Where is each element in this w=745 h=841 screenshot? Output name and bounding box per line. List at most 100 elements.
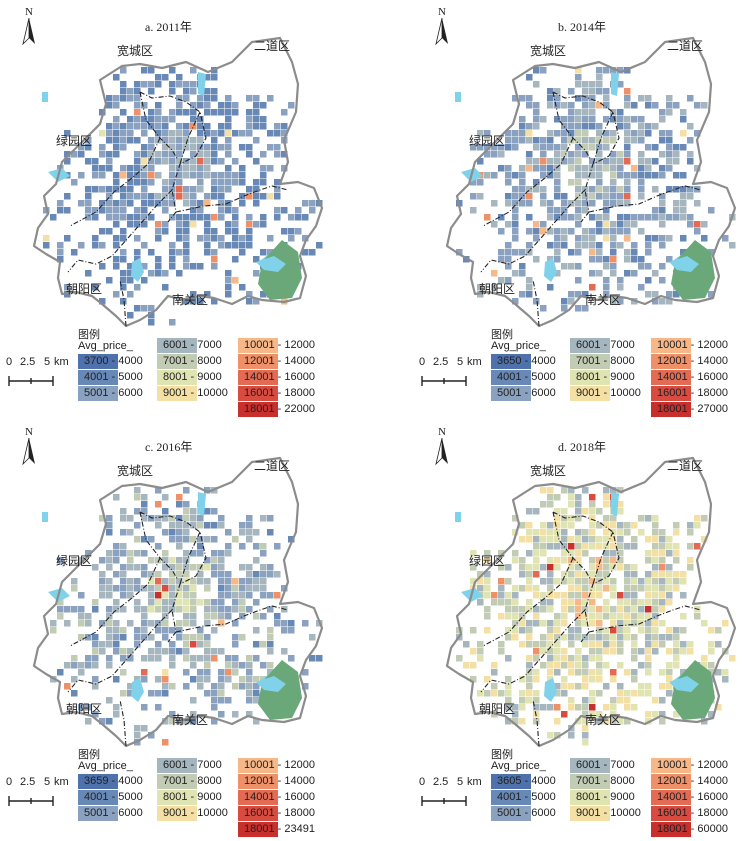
- grid-cell: [610, 151, 617, 158]
- grid-cell: [239, 599, 246, 606]
- grid-cell: [540, 165, 547, 172]
- grid-cell: [148, 151, 155, 158]
- grid-cell: [134, 508, 141, 515]
- grid-cell: [512, 235, 519, 242]
- grid-cell: [645, 249, 652, 256]
- grid-cell: [134, 88, 141, 95]
- grid-cell: [99, 648, 106, 655]
- grid-cell: [176, 599, 183, 606]
- grid-cell: [589, 172, 596, 179]
- grid-cell: [561, 536, 568, 543]
- grid-cell: [652, 627, 659, 634]
- water-body-2: [256, 676, 286, 692]
- grid-cell: [512, 270, 519, 277]
- grid-cell: [218, 585, 225, 592]
- grid-cell: [547, 606, 554, 613]
- grid-cell: [561, 557, 568, 564]
- grid-cell: [78, 634, 85, 641]
- grid-cell: [561, 158, 568, 165]
- grid-cell: [526, 641, 533, 648]
- grid-cell: [106, 641, 113, 648]
- grid-cell: [71, 690, 78, 697]
- grid-cell: [253, 683, 260, 690]
- grid-cell: [113, 116, 120, 123]
- legend-label: 7001 - 8000: [576, 355, 635, 367]
- grid-cell: [78, 704, 85, 711]
- grid-cell: [575, 529, 582, 536]
- grid-cell: [162, 613, 169, 620]
- grid-cell: [211, 704, 218, 711]
- grid-cell: [568, 585, 575, 592]
- grid-cell: [547, 543, 554, 550]
- grid-cell: [603, 648, 610, 655]
- grid-cell: [666, 669, 673, 676]
- grid-cell: [666, 214, 673, 221]
- grid-cell: [540, 564, 547, 571]
- grid-cell: [645, 130, 652, 137]
- grid-cell: [148, 109, 155, 116]
- grid-cell: [547, 578, 554, 585]
- grid-cell: [708, 627, 715, 634]
- grid-cell: [211, 557, 218, 564]
- grid-cell: [533, 704, 540, 711]
- grid-cell: [617, 67, 624, 74]
- grid-cell: [554, 193, 561, 200]
- grid-cell: [162, 515, 169, 522]
- grid-cell: [183, 130, 190, 137]
- grid-cell: [113, 95, 120, 102]
- grid-cell: [561, 529, 568, 536]
- grid-cell: [176, 564, 183, 571]
- grid-cell: [589, 613, 596, 620]
- grid-cell: [281, 123, 288, 130]
- grid-cell: [211, 144, 218, 151]
- grid-cell: [596, 641, 603, 648]
- grid-cell: [505, 564, 512, 571]
- legend-label: 14001 - 16000: [244, 791, 315, 803]
- grid-cell: [624, 186, 631, 193]
- grid-cell: [589, 606, 596, 613]
- grid-cell: [85, 634, 92, 641]
- grid-cell: [596, 634, 603, 641]
- grid-cell: [540, 592, 547, 599]
- grid-cell: [645, 641, 652, 648]
- grid-cell: [225, 228, 232, 235]
- legend-label: 12001 - 14000: [657, 775, 728, 787]
- grid-cell: [169, 137, 176, 144]
- grid-cell: [554, 88, 561, 95]
- grid-cell: [176, 137, 183, 144]
- grid-cell: [232, 172, 239, 179]
- grid-cell: [127, 690, 134, 697]
- legend-label: 14001 - 16000: [244, 371, 315, 383]
- grid-cell: [211, 256, 218, 263]
- grid-cell: [575, 669, 582, 676]
- grid-cell: [638, 529, 645, 536]
- grid-cell: [582, 613, 589, 620]
- grid-cell: [225, 102, 232, 109]
- grid-cell: [596, 88, 603, 95]
- grid-cell: [141, 606, 148, 613]
- grid-cell: [225, 151, 232, 158]
- grid-cell: [673, 158, 680, 165]
- grid-cell: [617, 151, 624, 158]
- grid-cell: [92, 214, 99, 221]
- grid-cell: [547, 256, 554, 263]
- scale-bar: 0 2.5 5 km: [6, 356, 69, 392]
- grid-cell: [652, 634, 659, 641]
- grid-cell: [596, 74, 603, 81]
- grid-cell: [120, 144, 127, 151]
- water-body-5: [42, 512, 48, 522]
- grid-cell: [99, 144, 106, 151]
- grid-cell: [218, 123, 225, 130]
- grid-cell: [561, 228, 568, 235]
- grid-cell: [232, 592, 239, 599]
- grid-cell: [113, 634, 120, 641]
- grid-cell: [568, 599, 575, 606]
- grid-cell: [624, 599, 631, 606]
- grid-cell: [246, 697, 253, 704]
- grid-cell: [155, 221, 162, 228]
- grid-cell: [169, 242, 176, 249]
- grid-cell: [99, 242, 106, 249]
- grid-cell: [589, 564, 596, 571]
- grid-cell: [134, 578, 141, 585]
- grid-cell: [106, 228, 113, 235]
